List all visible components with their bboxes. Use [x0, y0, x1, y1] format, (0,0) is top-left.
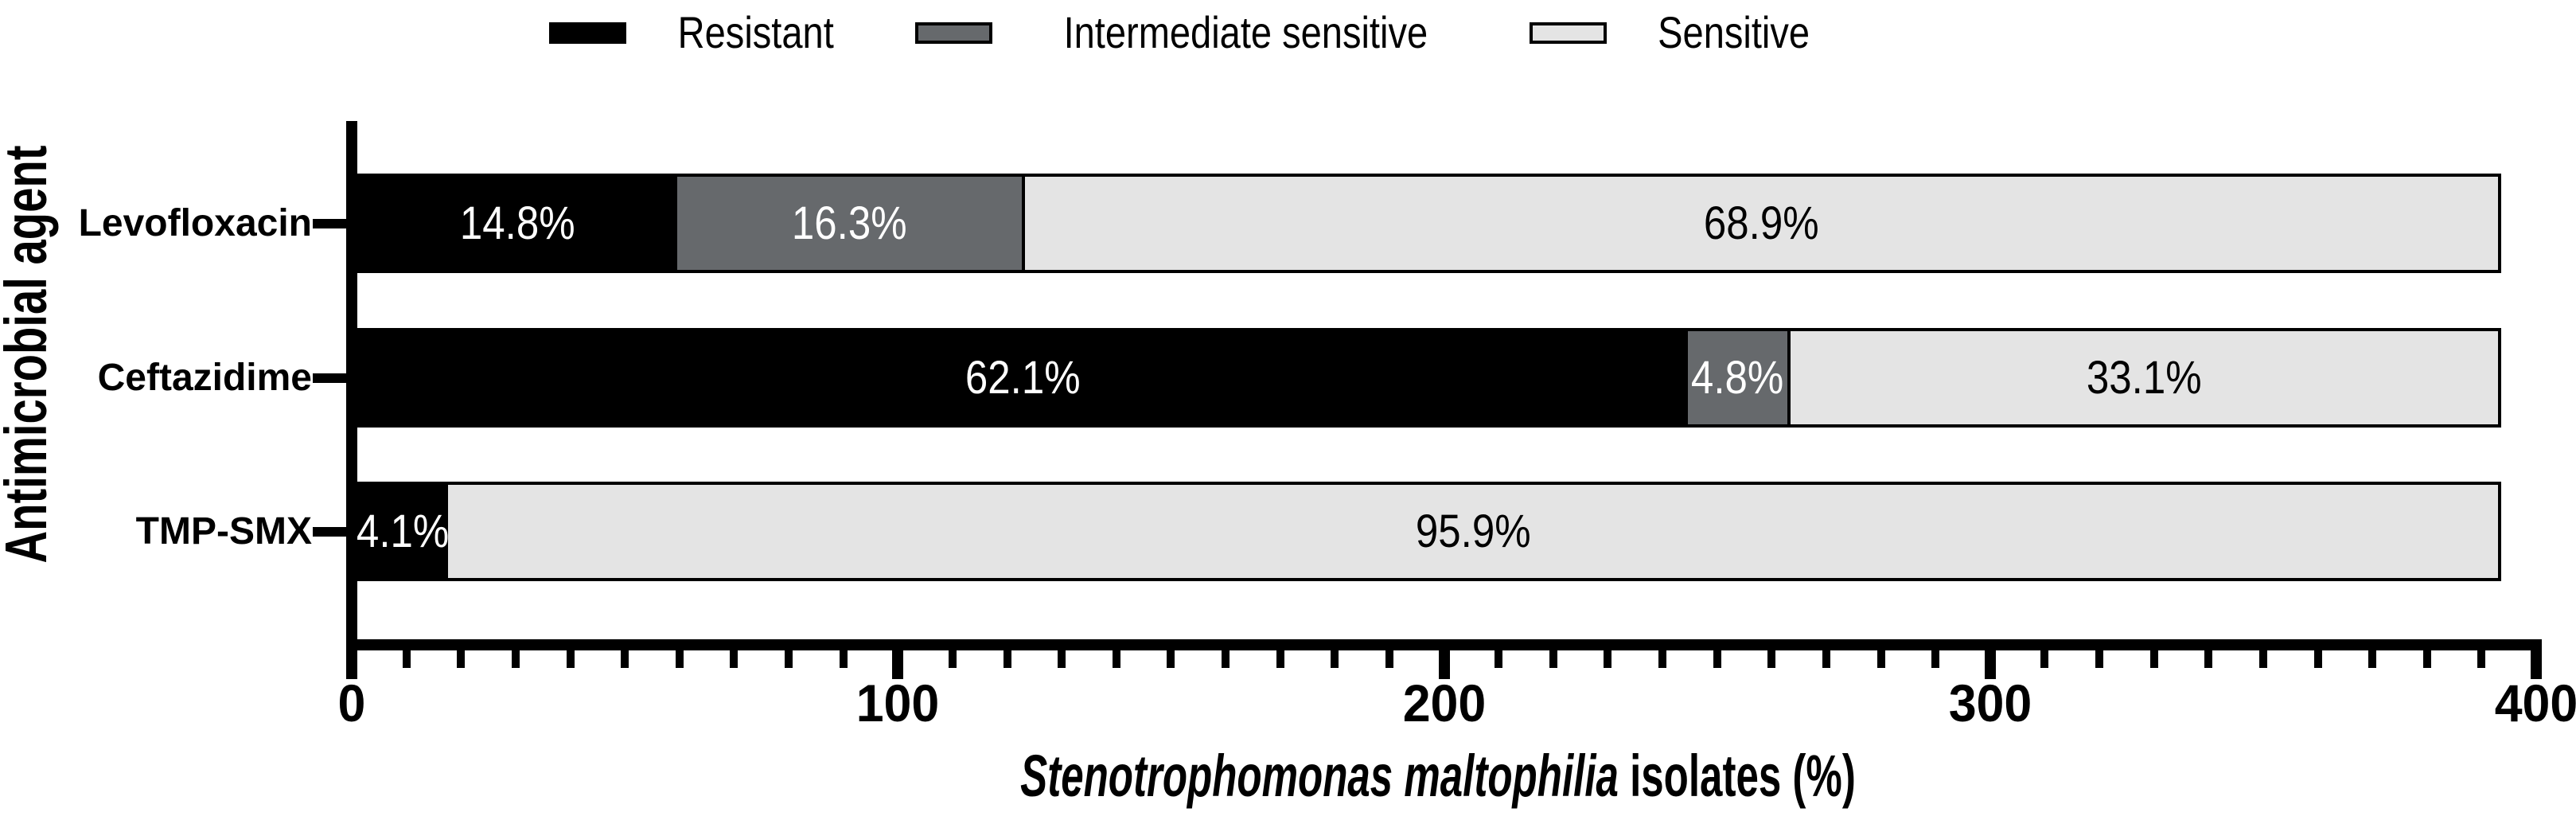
y-axis-tick — [313, 373, 348, 383]
bar-segment-sensitive: 95.9% — [448, 485, 2498, 578]
x-axis-minor-tick — [402, 650, 411, 668]
x-axis-tick-label: 300 — [1948, 674, 2032, 732]
bar-segment-sensitive: 33.1% — [1790, 331, 2498, 424]
bar-tmp-smx: 4.1% 95.9% — [357, 482, 2501, 581]
x-axis-minor-tick — [566, 650, 575, 668]
x-axis-major-tick — [1438, 650, 1450, 679]
x-axis-minor-tick — [1112, 650, 1120, 668]
x-axis-minor-tick — [948, 650, 957, 668]
legend-label-resistant: Resistant — [677, 7, 834, 57]
x-axis-minor-tick — [1003, 650, 1011, 668]
bar-segment-sensitive: 68.9% — [1025, 177, 2498, 270]
x-axis-title-rest: isolates (%) — [1618, 743, 1856, 809]
bar-segment-intermediate-sensitive: 4.8% — [1688, 331, 1791, 424]
x-axis-minor-tick — [730, 650, 739, 668]
bar-levofloxacin: 14.8% 16.3% 68.9% — [357, 174, 2501, 273]
x-axis-minor-tick — [1767, 650, 1776, 668]
x-axis-minor-tick — [1167, 650, 1175, 668]
legend-item-sensitive: Sensitive — [1530, 10, 1824, 55]
bar-segment-value-label: 95.9% — [1415, 505, 1531, 557]
legend: Resistant Intermediate sensitive Sensiti… — [549, 10, 1891, 56]
bar-segment-value-label: 4.1% — [356, 505, 450, 557]
x-axis-minor-tick — [1058, 650, 1066, 668]
x-axis-minor-tick — [457, 650, 466, 668]
x-axis-minor-tick — [2258, 650, 2267, 668]
x-axis-minor-tick — [1822, 650, 1830, 668]
x-axis-major-tick — [1984, 650, 1996, 679]
bar-segment-value-label: 16.3% — [792, 197, 907, 249]
legend-item-intermediate: Intermediate sensitive — [915, 10, 1463, 55]
x-axis-minor-tick — [1385, 650, 1393, 668]
x-axis-minor-tick — [1604, 650, 1612, 668]
bar-segment-resistant: 4.1% — [356, 485, 450, 578]
y-axis-tick — [313, 526, 348, 537]
x-axis-minor-tick — [1222, 650, 1230, 668]
x-axis-minor-tick — [1495, 650, 1503, 668]
bar-segment-value-label: 68.9% — [1704, 197, 1820, 249]
x-axis-tick-label: 100 — [855, 674, 940, 732]
x-axis-minor-tick — [2368, 650, 2377, 668]
x-axis-minor-tick — [2149, 650, 2158, 668]
x-axis-minor-tick — [511, 650, 520, 668]
x-axis-spine — [346, 639, 2542, 650]
x-axis-minor-tick — [1876, 650, 1885, 668]
x-axis-minor-tick — [2313, 650, 2322, 668]
y-axis-spine — [346, 121, 357, 650]
x-axis-minor-tick — [2095, 650, 2103, 668]
bar-ceftazidime: 62.1% 4.8% 33.1% — [357, 328, 2501, 428]
legend-swatch-intermediate-icon — [915, 21, 993, 44]
x-axis-minor-tick — [1549, 650, 1557, 668]
x-axis-minor-tick — [1931, 650, 1940, 668]
y-axis-tick — [313, 218, 348, 228]
category-label-tmp-smx: TMP-SMX — [135, 510, 312, 553]
x-axis-minor-tick — [1331, 650, 1339, 668]
x-axis-title-species: Stenotrophomonas maltophilia — [1020, 743, 1619, 809]
legend-swatch-sensitive-icon — [1530, 21, 1608, 44]
x-axis-tick-label: 200 — [1402, 674, 1486, 732]
x-axis-major-tick — [2531, 650, 2542, 679]
category-label-levofloxacin: Levofloxacin — [78, 201, 312, 244]
x-axis-tick-label: 0 — [337, 674, 366, 732]
x-axis-tick-label: 400 — [2494, 674, 2576, 732]
x-axis-minor-tick — [839, 650, 848, 668]
x-axis-minor-tick — [2040, 650, 2049, 668]
bar-segment-resistant: 62.1% — [360, 331, 1688, 424]
bar-segment-value-label: 4.8% — [1691, 351, 1784, 404]
y-axis-title: Antimicrobial agent — [0, 145, 59, 564]
legend-label-sensitive: Sensitive — [1658, 7, 1810, 57]
x-axis-major-tick — [892, 650, 904, 679]
bar-segment-value-label: 62.1% — [965, 351, 1081, 404]
x-axis-minor-tick — [1713, 650, 1721, 668]
bar-segment-value-label: 14.8% — [459, 197, 575, 249]
legend-swatch-resistant-icon — [549, 21, 626, 44]
bar-segment-resistant: 14.8% — [360, 177, 677, 270]
x-axis-minor-tick — [675, 650, 684, 668]
x-axis-minor-tick — [621, 650, 629, 668]
x-axis-minor-tick — [1658, 650, 1666, 668]
legend-label-intermediate: Intermediate sensitive — [1064, 7, 1428, 57]
category-label-ceftazidime: Ceftazidime — [97, 356, 312, 399]
x-axis-minor-tick — [2422, 650, 2431, 668]
x-axis-minor-tick — [2204, 650, 2213, 668]
bar-segment-value-label: 33.1% — [2087, 351, 2202, 404]
x-axis-major-tick — [346, 650, 357, 679]
bar-segment-intermediate-sensitive: 16.3% — [676, 177, 1026, 270]
x-axis-minor-tick — [785, 650, 793, 668]
legend-item-resistant: Resistant — [549, 10, 848, 55]
x-axis-minor-tick — [2477, 650, 2486, 668]
x-axis-minor-tick — [1276, 650, 1284, 668]
x-axis-title: Stenotrophomonas maltophilia isolates (%… — [1020, 747, 1856, 806]
